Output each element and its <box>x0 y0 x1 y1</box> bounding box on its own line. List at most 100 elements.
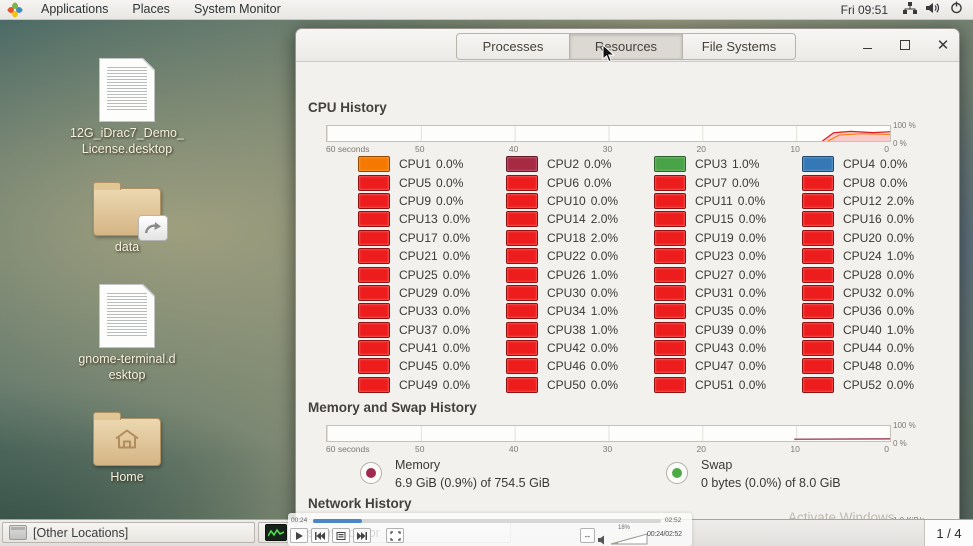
maximize-button[interactable] <box>897 37 913 53</box>
cpu-legend-item: CPU32 0.0% <box>802 284 950 302</box>
x-tick-label: 50 <box>415 144 425 154</box>
cpu-legend-item: CPU6 0.0% <box>506 173 654 191</box>
memory-legend: Memory 6.9 GiB (0.9%) of 754.5 GiB <box>360 456 550 492</box>
cpu-color-swatch[interactable] <box>802 321 834 338</box>
menu-system-monitor[interactable]: System Monitor <box>193 2 281 16</box>
cpu-color-swatch[interactable] <box>654 358 686 375</box>
cpu-color-swatch[interactable] <box>506 340 538 357</box>
network-icon[interactable] <box>903 1 917 19</box>
cpu-color-swatch[interactable] <box>506 156 538 173</box>
tab-file-systems[interactable]: File Systems <box>683 33 796 60</box>
cpu-color-swatch[interactable] <box>802 284 834 301</box>
cpu-color-swatch[interactable] <box>358 358 390 375</box>
fullscreen-button[interactable] <box>386 528 404 543</box>
volume-slider[interactable] <box>610 532 648 546</box>
cpu-color-swatch[interactable] <box>506 358 538 375</box>
cpu-color-swatch[interactable] <box>358 211 390 228</box>
cpu-color-swatch[interactable] <box>506 229 538 246</box>
cpu-color-swatch[interactable] <box>506 248 538 265</box>
x-tick-label: 30 <box>602 144 613 154</box>
distro-logo-icon[interactable] <box>6 1 24 18</box>
cpu-color-swatch[interactable] <box>654 174 686 191</box>
cpu-legend-label: CPU10 0.0% <box>547 193 619 208</box>
cpu-color-swatch[interactable] <box>802 266 834 283</box>
cpu-color-swatch[interactable] <box>654 211 686 228</box>
loop-toggle-button[interactable]: ↔ <box>580 528 595 543</box>
cpu-color-swatch[interactable] <box>358 340 390 357</box>
cpu-legend-label: CPU19 0.0% <box>695 230 767 245</box>
workspace-pager[interactable]: 1 / 4 <box>924 520 973 546</box>
next-frame-button[interactable] <box>353 528 371 543</box>
cpu-color-swatch[interactable] <box>654 156 686 173</box>
volume-icon[interactable] <box>926 1 941 19</box>
minimize-button[interactable] <box>859 37 875 53</box>
frame-snapshot-button[interactable] <box>332 528 350 543</box>
cpu-color-swatch[interactable] <box>654 192 686 209</box>
cpu-color-swatch[interactable] <box>654 340 686 357</box>
panel-clock[interactable]: Fri 09:51 <box>840 2 888 17</box>
cpu-color-swatch[interactable] <box>802 303 834 320</box>
cpu-color-swatch[interactable] <box>654 284 686 301</box>
cpu-color-swatch[interactable] <box>358 303 390 320</box>
menu-applications[interactable]: Applications <box>41 2 109 16</box>
cpu-color-swatch[interactable] <box>358 376 390 393</box>
cpu-color-swatch[interactable] <box>358 156 390 173</box>
folder-icon[interactable] <box>93 412 161 466</box>
cpu-color-swatch[interactable] <box>654 321 686 338</box>
cpu-color-swatch[interactable] <box>506 321 538 338</box>
cpu-legend-item: CPU30 0.0% <box>506 284 654 302</box>
cpu-color-swatch[interactable] <box>654 266 686 283</box>
document-icon[interactable] <box>99 58 155 122</box>
cpu-color-swatch[interactable] <box>802 156 834 173</box>
swap-usage-pie[interactable] <box>666 462 688 484</box>
cpu-legend-item: CPU46 0.0% <box>506 357 654 375</box>
speaker-icon[interactable] <box>598 532 606 546</box>
cpu-color-swatch[interactable] <box>802 174 834 191</box>
cpu-color-swatch[interactable] <box>506 174 538 191</box>
tab-processes[interactable]: Processes <box>456 33 570 60</box>
cpu-color-swatch[interactable] <box>802 229 834 246</box>
x-tick-label: 40 <box>508 144 519 154</box>
cpu-color-swatch[interactable] <box>506 376 538 393</box>
cpu-color-swatch[interactable] <box>802 376 834 393</box>
tab-resources[interactable]: Resources <box>570 33 683 60</box>
cpu-color-swatch[interactable] <box>506 303 538 320</box>
cpu-color-swatch[interactable] <box>358 192 390 209</box>
memory-usage-pie[interactable] <box>360 462 382 484</box>
close-button[interactable]: ✕ <box>936 36 950 54</box>
cpu-color-swatch[interactable] <box>802 248 834 265</box>
cpu-color-swatch[interactable] <box>802 358 834 375</box>
cpu-color-swatch[interactable] <box>358 284 390 301</box>
taskbar-item-other-locations[interactable]: [Other Locations] <box>2 522 255 543</box>
cpu-y-axis: 100 % 0 % <box>893 121 916 148</box>
cpu-legend-item: CPU21 0.0% <box>358 247 506 265</box>
cpu-color-swatch[interactable] <box>506 266 538 283</box>
cpu-color-swatch[interactable] <box>506 284 538 301</box>
cpu-legend-label: CPU7 0.0% <box>695 175 760 190</box>
cpu-color-swatch[interactable] <box>358 321 390 338</box>
cpu-legend-label: CPU35 0.0% <box>695 304 767 319</box>
cpu-color-swatch[interactable] <box>802 340 834 357</box>
cpu-color-swatch[interactable] <box>654 303 686 320</box>
media-time-display: 00:24/02:52 <box>647 531 682 538</box>
cpu-legend-label: CPU32 0.0% <box>843 285 915 300</box>
media-progress-bar[interactable] <box>313 519 661 523</box>
folder-icon[interactable] <box>93 182 168 241</box>
power-icon[interactable] <box>950 1 963 19</box>
cpu-color-swatch[interactable] <box>506 211 538 228</box>
cpu-color-swatch[interactable] <box>358 248 390 265</box>
cpu-color-swatch[interactable] <box>654 248 686 265</box>
cpu-legend-label: CPU40 1.0% <box>843 322 915 337</box>
document-icon[interactable] <box>99 284 155 348</box>
cpu-color-swatch[interactable] <box>654 229 686 246</box>
cpu-color-swatch[interactable] <box>358 229 390 246</box>
play-button[interactable] <box>290 528 308 543</box>
cpu-color-swatch[interactable] <box>358 174 390 191</box>
cpu-color-swatch[interactable] <box>506 192 538 209</box>
previous-frame-button[interactable] <box>311 528 329 543</box>
cpu-color-swatch[interactable] <box>654 376 686 393</box>
cpu-color-swatch[interactable] <box>802 192 834 209</box>
cpu-color-swatch[interactable] <box>358 266 390 283</box>
cpu-color-swatch[interactable] <box>802 211 834 228</box>
menu-places[interactable]: Places <box>132 2 170 16</box>
